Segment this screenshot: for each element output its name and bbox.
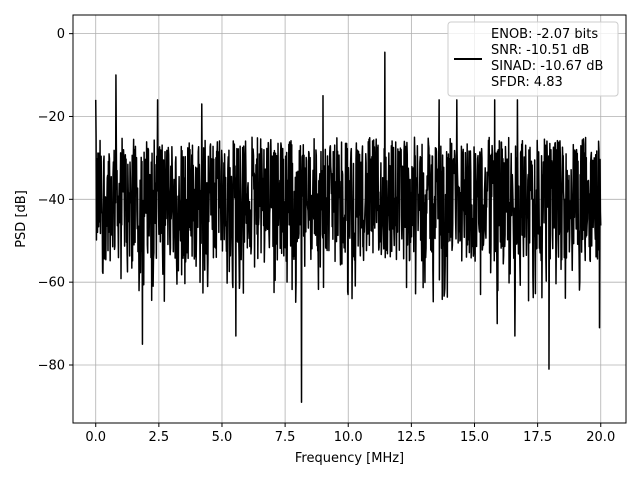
- plot-frame: [72, 14, 627, 424]
- x-tick-label: 17.5: [523, 430, 552, 445]
- x-axis-label: Frequency [MHz]: [295, 451, 404, 466]
- x-tick-label: 10.0: [334, 430, 363, 445]
- x-tick-label: 20.0: [586, 430, 615, 445]
- x-tick-label: 2.5: [149, 430, 170, 445]
- x-tick-label: 15.0: [460, 430, 489, 445]
- legend-line-enob: ENOB: -2.07 bits: [491, 27, 598, 42]
- y-axis-label: PSD [dB]: [14, 190, 29, 248]
- x-tick-label: 5.0: [212, 430, 233, 445]
- y-tick-label: −20: [38, 110, 65, 125]
- y-tick-label: −40: [38, 193, 65, 208]
- legend-line-sinad: SINAD: -10.67 dB: [491, 59, 603, 74]
- y-axis-ticks: 0 −20 −40 −60 −80: [38, 27, 73, 374]
- y-tick-label: −60: [38, 276, 65, 291]
- psd-series: [94, 51, 602, 404]
- x-tick-label: 7.5: [275, 430, 296, 445]
- y-tick-label: −80: [38, 359, 65, 374]
- legend-line-snr: SNR: -10.51 dB: [491, 43, 589, 58]
- y-tick-label: 0: [57, 27, 65, 42]
- psd-line: [94, 51, 602, 404]
- x-tick-label: 0.0: [85, 430, 106, 445]
- legend-box: [447, 21, 619, 97]
- legend: ENOB: -2.07 bits SNR: -10.51 dB SINAD: -…: [447, 21, 619, 97]
- x-axis-ticks: 0.0 2.5 5.0 7.5 10.0 12.5 15.0 17.5 20.0: [85, 423, 615, 445]
- x-tick-label: 12.5: [397, 430, 426, 445]
- legend-line-sfdr: SFDR: 4.83: [491, 75, 563, 90]
